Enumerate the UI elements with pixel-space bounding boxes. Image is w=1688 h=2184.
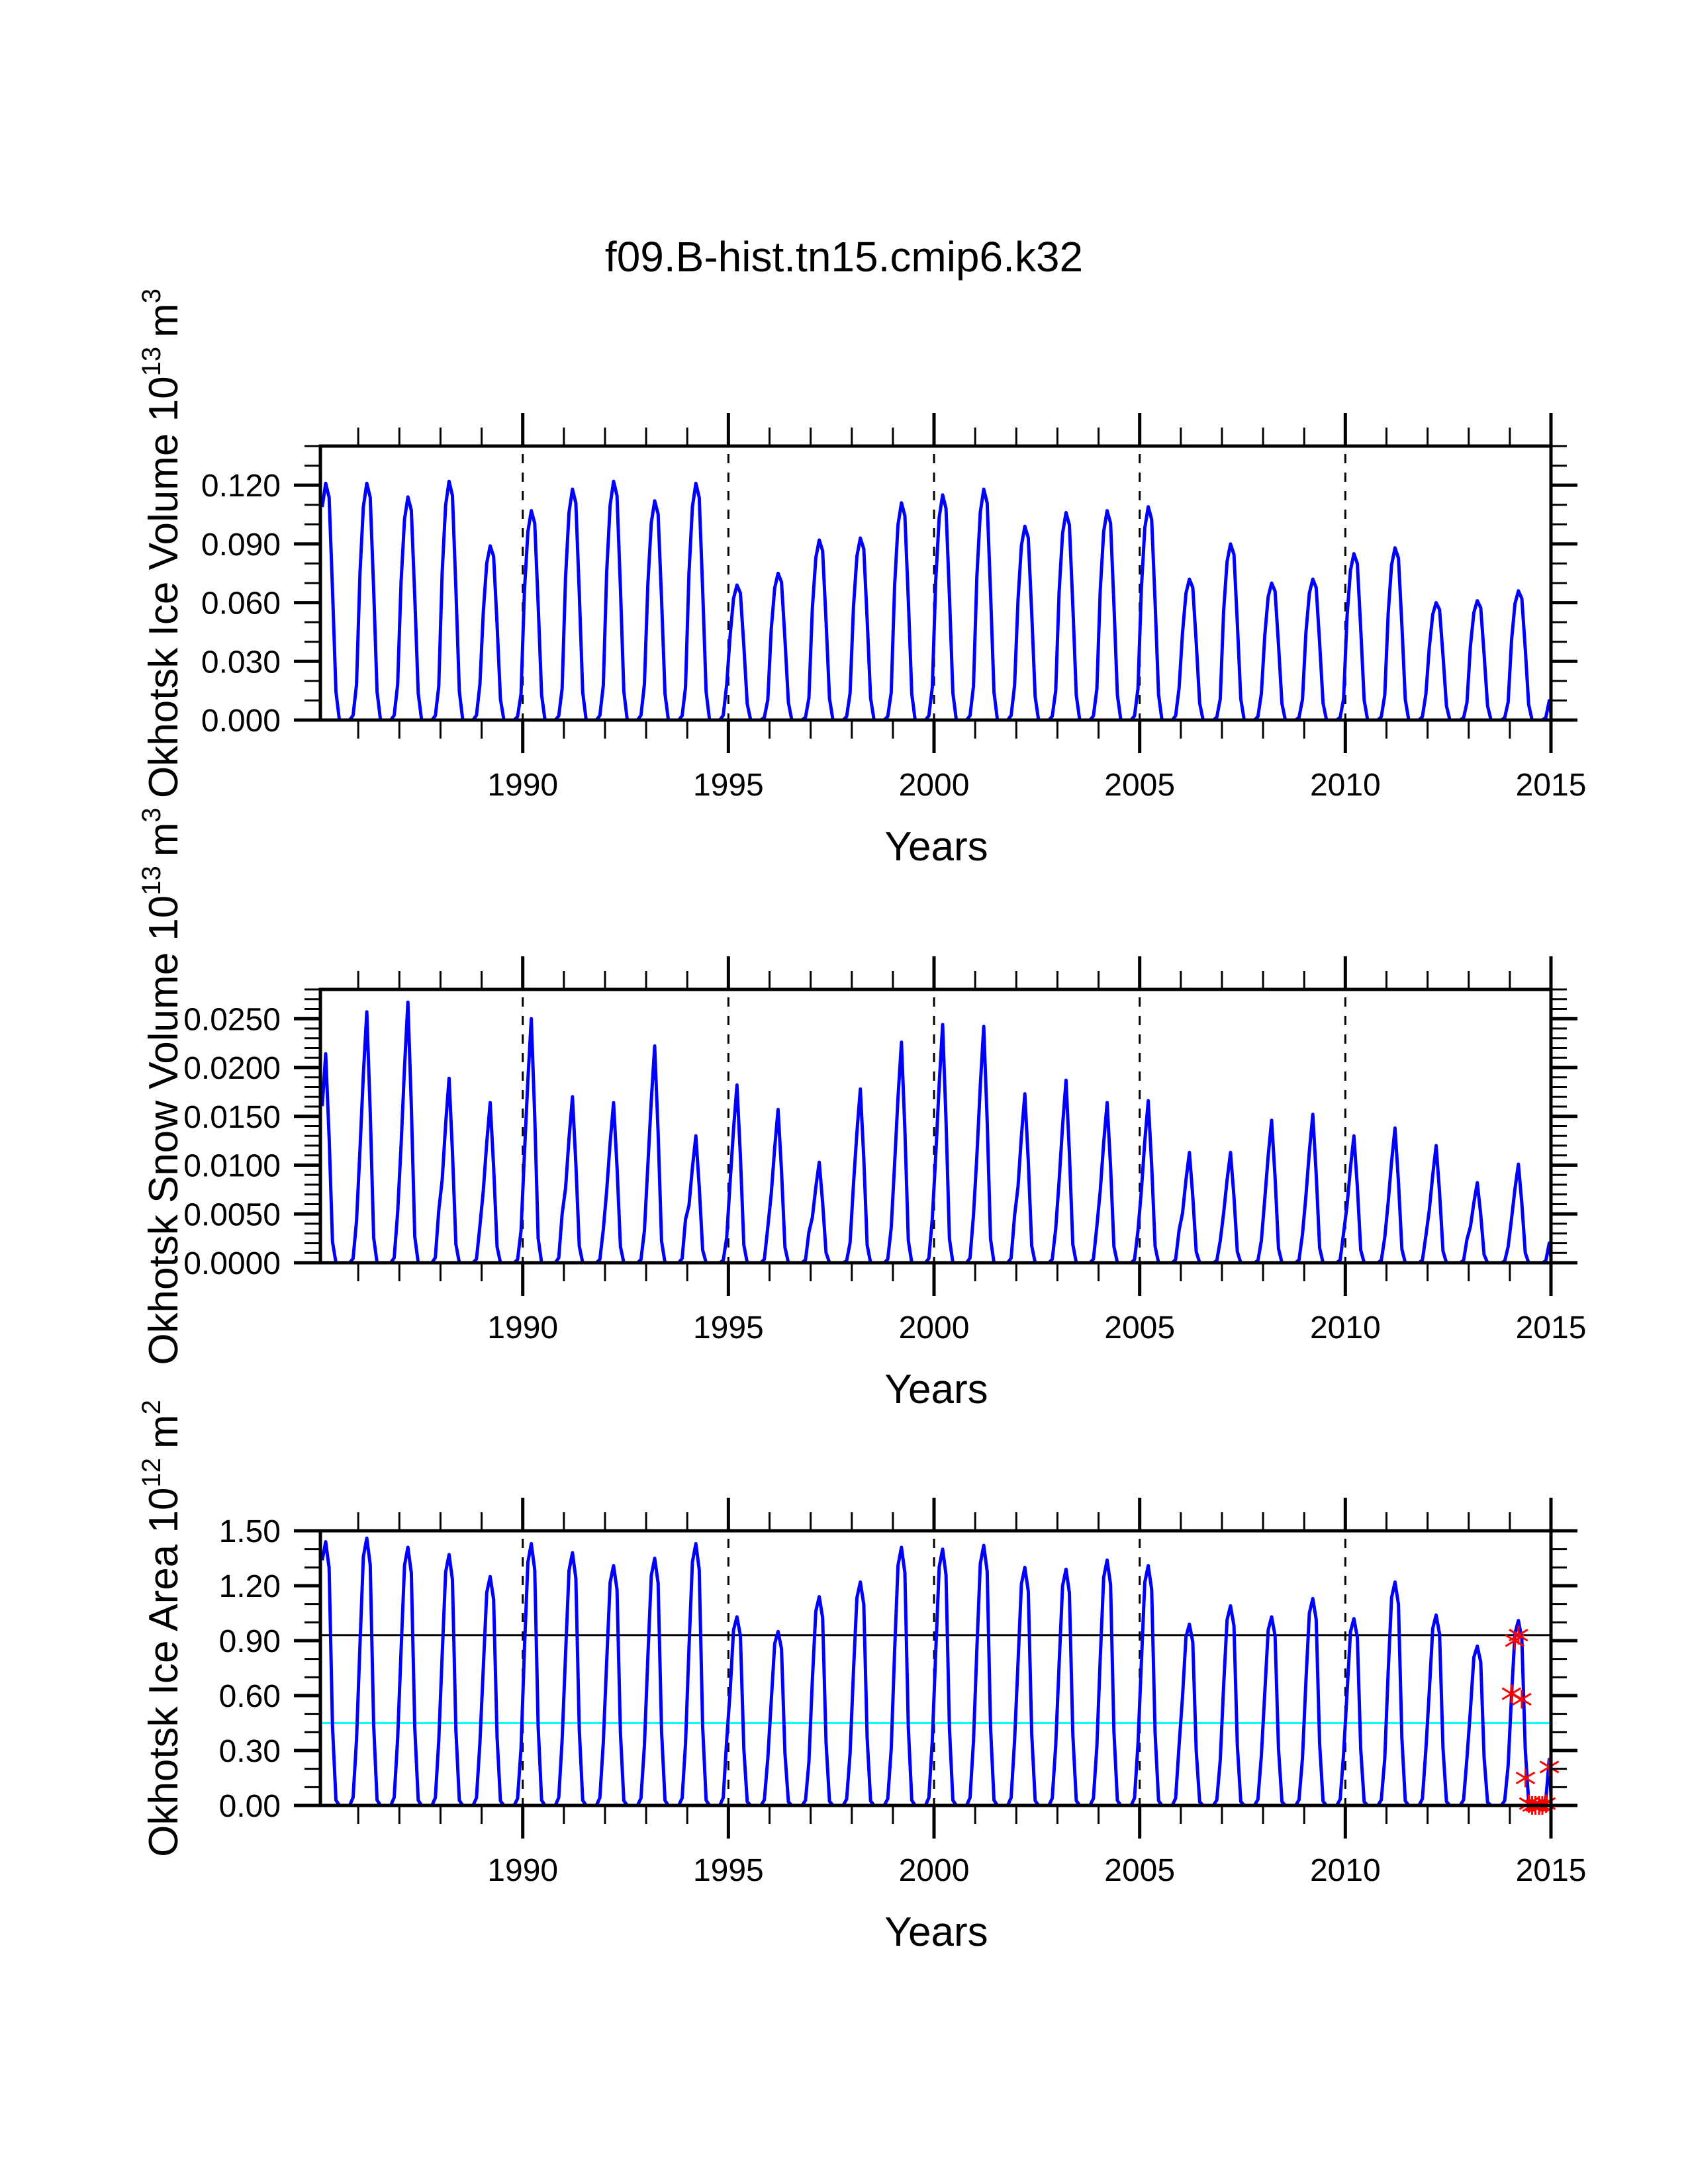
chart-title: f09.B-hist.tn15.cmip6.k32	[605, 233, 1083, 281]
x-tick-label: 2000	[899, 768, 970, 803]
y-axis-label-unit: m	[141, 303, 187, 338]
y-tick-label: 0.30	[219, 1734, 281, 1769]
y-axis-label-unit-exponent: 3	[137, 807, 166, 822]
y-axis-label: Okhotsk Snow Volume 1013 m3	[137, 807, 187, 1365]
y-tick-label: 0.0150	[183, 1100, 281, 1135]
y-tick-label: 0.00	[219, 1789, 281, 1824]
y-axis-label-text: Okhotsk Ice Volume 10	[141, 376, 187, 798]
y-tick-label: 0.0200	[183, 1051, 281, 1086]
y-tick-label: 0.090	[201, 527, 281, 563]
x-tick-label: 1995	[693, 1310, 764, 1345]
y-tick-label: 0.0000	[183, 1246, 281, 1281]
y-axis-label-unit: m	[141, 1414, 187, 1449]
x-tick-label: 1990	[487, 1310, 558, 1345]
x-tick-label: 2005	[1104, 768, 1175, 803]
y-tick-label: 0.030	[201, 645, 281, 680]
x-tick-label: 2010	[1310, 1853, 1381, 1888]
series-line-snow-volume	[320, 1000, 1553, 1265]
y-axis-label: Okhotsk Ice Area 1012 m2	[137, 1400, 187, 1857]
y-tick-label: 1.20	[219, 1569, 281, 1604]
y-axis-label-exponent: 12	[137, 1458, 166, 1488]
x-tick-label: 2005	[1104, 1853, 1175, 1888]
x-tick-label: 2015	[1516, 1853, 1587, 1888]
y-tick-label: 0.0050	[183, 1197, 281, 1232]
x-tick-label: 1990	[487, 768, 558, 803]
x-tick-label: 2015	[1516, 1310, 1587, 1345]
x-axis-label: Years	[884, 1367, 988, 1412]
y-tick-label: 1.50	[219, 1514, 281, 1549]
y-axis-label-exponent: 13	[137, 866, 166, 895]
x-tick-label: 1990	[487, 1853, 558, 1888]
marker-point	[1515, 1768, 1536, 1788]
y-tick-label: 0.000	[201, 704, 281, 739]
x-tick-label: 1995	[693, 768, 764, 803]
y-tick-label: 0.60	[219, 1679, 281, 1714]
x-axis-label: Years	[884, 824, 988, 870]
y-axis-label-text: Okhotsk Snow Volume 10	[141, 895, 187, 1365]
y-tick-label: 0.0250	[183, 1002, 281, 1037]
y-tick-label: 0.060	[201, 586, 281, 621]
y-axis-label-unit: m	[141, 823, 187, 857]
x-tick-label: 2005	[1104, 1310, 1175, 1345]
y-tick-label: 0.0100	[183, 1149, 281, 1184]
x-tick-label: 2015	[1516, 768, 1587, 803]
x-tick-label: 2010	[1310, 768, 1381, 803]
x-tick-label: 1995	[693, 1853, 764, 1888]
series-line-ice-volume	[320, 479, 1553, 722]
panel-ice-volume: 0.000 0.030 0.060 0.090 0.120 1990 1995 2000 200…	[137, 289, 1586, 870]
y-axis-label-exponent: 13	[137, 347, 166, 377]
y-tick-label: 0.90	[219, 1624, 281, 1659]
y-axis-label: Okhotsk Ice Volume 1013 m3	[137, 289, 187, 798]
series-line-ice-area	[320, 1536, 1553, 1807]
panel-ice-area: 0.00 0.30 0.60 0.90 1.20 1.50 1990 1995 2000 2005…	[137, 1400, 1586, 1955]
x-tick-label: 2000	[899, 1853, 970, 1888]
marker-point	[1509, 1625, 1528, 1645]
y-tick-label: 0.120	[201, 469, 281, 504]
x-tick-label: 2000	[899, 1310, 970, 1345]
x-axis-label: Years	[884, 1909, 988, 1955]
y-axis-label-unit-exponent: 2	[137, 1400, 166, 1414]
panel-snow-volume: 0.0000 0.0050 0.0100 0.0150 0.0200 0.0250 1990…	[137, 807, 1586, 1412]
x-tick-label: 2010	[1310, 1310, 1381, 1345]
y-axis-label-unit-exponent: 3	[137, 289, 166, 303]
y-axis-label-text: Okhotsk Ice Area 10	[141, 1488, 187, 1857]
marker-point	[1512, 1690, 1532, 1709]
marker-point	[1501, 1684, 1522, 1704]
